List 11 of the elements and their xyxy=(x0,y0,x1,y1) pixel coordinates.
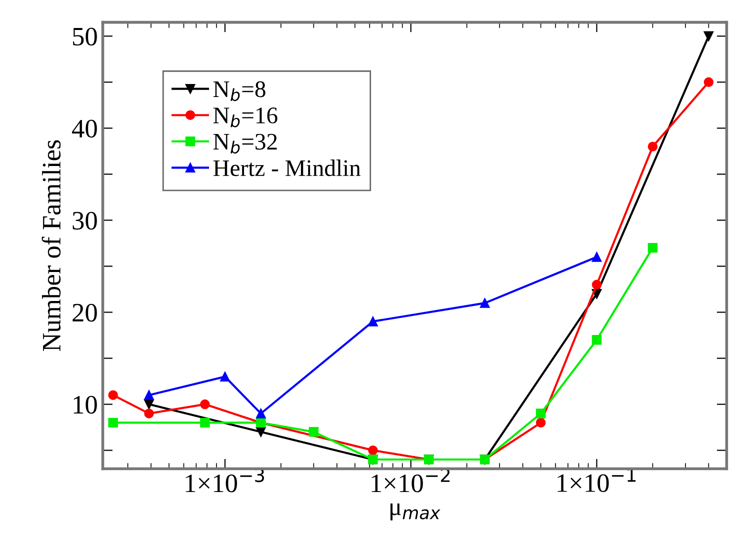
legend-label: N$_{b}$=8 xyxy=(213,81,266,102)
legend-label: Hertz - Mindlin xyxy=(213,160,361,176)
y-axis-title: Number of Families xyxy=(42,140,61,352)
legend-label: N$_{b}$=16 xyxy=(213,108,278,128)
y-tick-label: 30 xyxy=(72,212,97,230)
y-tick-label: 40 xyxy=(72,120,97,138)
y-tick-label: 50 xyxy=(73,28,97,46)
y-tick-label: 10 xyxy=(74,396,97,414)
x-axis-title: μ$_{max}$ xyxy=(390,504,440,520)
legend-label: N$_{b}$=32 xyxy=(213,134,277,154)
y-tick-label: 20 xyxy=(72,304,97,322)
